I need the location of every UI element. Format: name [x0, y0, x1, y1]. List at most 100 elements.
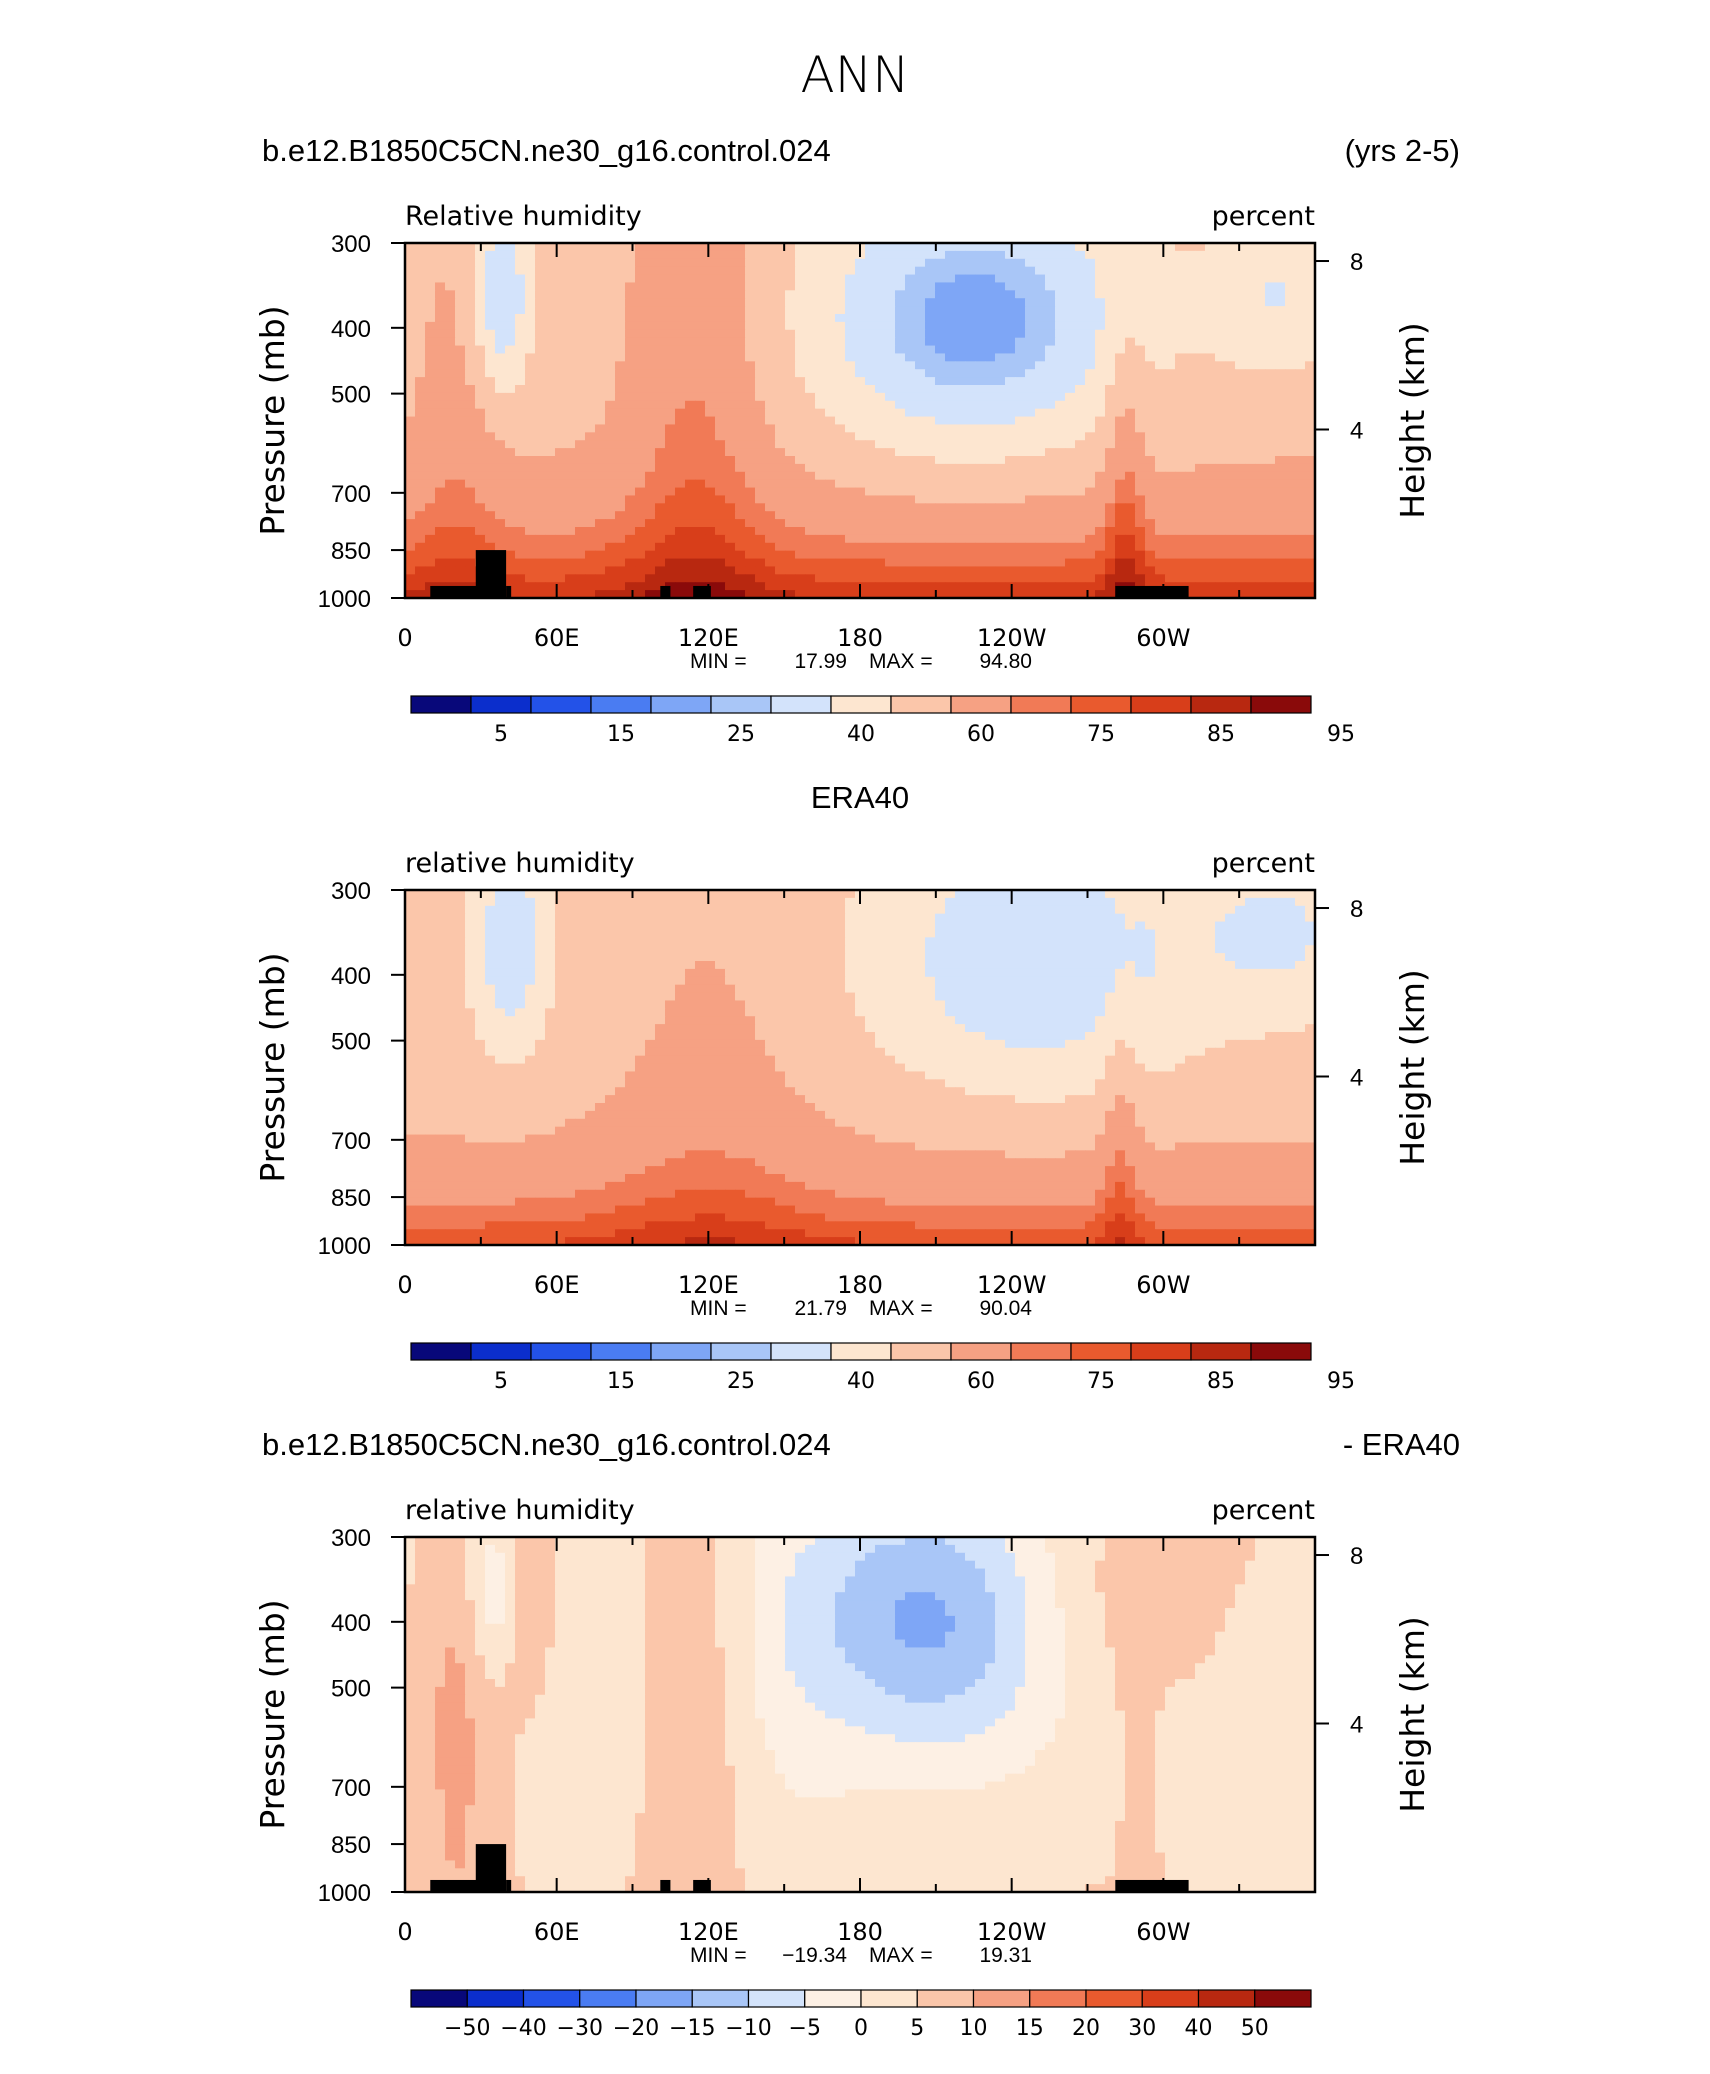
heatmap-cell	[785, 495, 796, 504]
heatmap-cell	[1035, 582, 1046, 591]
heatmap-cell	[855, 456, 866, 465]
heatmap-cell	[705, 432, 716, 441]
heatmap-cell	[415, 400, 426, 410]
heatmap-cell	[1015, 258, 1026, 268]
heatmap-cell	[1295, 314, 1306, 323]
heatmap-cell	[855, 274, 866, 284]
heatmap-cell	[1225, 306, 1236, 315]
heatmap-cell	[515, 890, 526, 899]
heatmap-cell	[745, 590, 756, 599]
heatmap-cell	[525, 582, 536, 591]
heatmap-cell	[645, 361, 656, 370]
heatmap-cell	[685, 440, 696, 449]
heatmap-cell	[1145, 282, 1156, 291]
heatmap-cell	[625, 590, 636, 599]
heatmap-cell	[575, 400, 586, 410]
heatmap-cell	[605, 298, 616, 307]
heatmap-cell	[745, 890, 756, 899]
heatmap-cell	[605, 337, 616, 347]
heatmap-cell	[485, 527, 496, 536]
heatmap-cell	[645, 440, 656, 449]
heatmap-cell	[965, 463, 976, 473]
heatmap-cell	[915, 937, 926, 946]
heatmap-cell	[1065, 905, 1076, 915]
heatmap-cell	[1245, 929, 1256, 938]
heatmap-cell	[645, 432, 656, 441]
heatmap-cell	[1235, 432, 1246, 441]
heatmap-cell	[925, 440, 936, 449]
heatmap-cell	[675, 298, 686, 307]
heatmap-cell	[785, 345, 796, 355]
heatmap-cell	[665, 905, 676, 915]
heatmap-cell	[945, 353, 956, 362]
heatmap-cell	[825, 314, 836, 323]
heatmap-cell	[745, 274, 756, 284]
heatmap-cell	[945, 416, 956, 426]
heatmap-cell	[705, 471, 716, 481]
heatmap-cell	[845, 456, 856, 465]
heatmap-cell	[675, 440, 686, 449]
heatmap-cell	[1295, 542, 1306, 552]
heatmap-cell	[975, 479, 986, 489]
heatmap-cell	[985, 369, 996, 378]
heatmap-cell	[845, 495, 856, 504]
heatmap-cell	[1185, 345, 1196, 355]
heatmap-cell	[985, 921, 996, 931]
heatmap-cell	[405, 503, 416, 512]
heatmap-cell	[1105, 479, 1116, 489]
heatmap-cell	[425, 542, 436, 552]
heatmap-cell	[815, 511, 826, 520]
heatmap-cell	[1165, 479, 1176, 489]
heatmap-cell	[465, 377, 476, 386]
heatmap-cell	[1225, 495, 1236, 504]
heatmap-cell	[785, 471, 796, 481]
heatmap-cell	[1255, 937, 1266, 946]
heatmap-cell	[815, 913, 826, 923]
heatmap-cell	[735, 448, 746, 457]
heatmap-cell	[665, 353, 676, 362]
heatmap-cell	[525, 266, 536, 276]
heatmap-cell	[625, 408, 636, 418]
heatmap-cell	[1125, 392, 1136, 402]
heatmap-cell	[585, 400, 596, 410]
heatmap-cell	[435, 913, 446, 923]
heatmap-cell	[1295, 290, 1306, 299]
heatmap-cell	[495, 274, 506, 284]
heatmap-cell	[1235, 479, 1246, 489]
heatmap-cell	[985, 905, 996, 915]
heatmap-cell	[515, 400, 526, 410]
heatmap-cell	[895, 448, 906, 457]
heatmap-cell	[1195, 534, 1206, 544]
heatmap-cell	[1035, 913, 1046, 923]
heatmap-cell	[715, 542, 726, 552]
heatmap-cell	[905, 913, 916, 923]
heatmap-cell	[855, 534, 866, 544]
heatmap-cell	[1145, 321, 1156, 331]
heatmap-cell	[785, 369, 796, 378]
heatmap-cell	[1305, 542, 1316, 552]
heatmap-cell	[435, 566, 446, 575]
heatmap-cell	[665, 897, 676, 907]
heatmap-cell	[665, 503, 676, 512]
heatmap-cell	[1145, 432, 1156, 441]
heatmap-cell	[905, 274, 916, 284]
heatmap-cell	[875, 542, 886, 552]
heatmap-cell	[485, 250, 496, 260]
heatmap-cell	[1275, 290, 1286, 299]
heatmap-cell	[1135, 487, 1146, 497]
heatmap-cell	[445, 353, 456, 362]
heatmap-cell	[875, 432, 886, 441]
heatmap-cell	[1055, 503, 1066, 512]
heatmap-cell	[805, 953, 816, 962]
heatmap-cell	[665, 369, 676, 378]
heatmap-cell	[1055, 921, 1066, 931]
heatmap-cell	[1055, 337, 1066, 347]
heatmap-cell	[505, 495, 516, 504]
heatmap-cell	[1185, 566, 1196, 575]
heatmap-cell	[875, 337, 886, 347]
heatmap-cell	[465, 550, 476, 560]
heatmap-cell	[1165, 890, 1176, 899]
heatmap-cell	[505, 329, 516, 339]
heatmap-cell	[1095, 424, 1106, 433]
heatmap-cell	[925, 314, 936, 323]
